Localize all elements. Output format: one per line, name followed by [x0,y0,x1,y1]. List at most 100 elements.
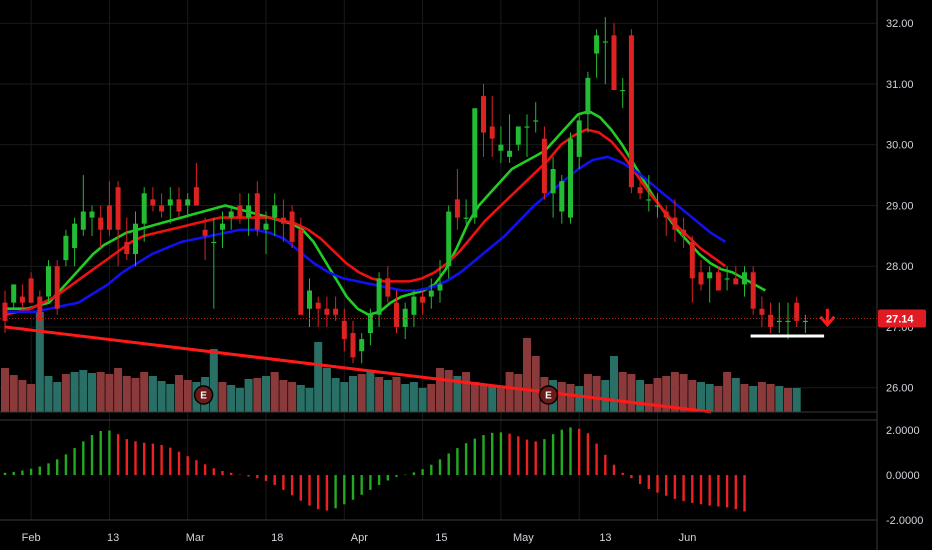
candle-body [159,205,165,212]
candle [585,71,591,133]
volume-bar [453,376,462,412]
last-price-marker: 27.14 [0,309,926,328]
candle-body [472,108,478,218]
time-axis[interactable]: Feb 13 Mar 18 Apr 15 May 13 Jun [22,532,697,544]
price-tick-label: 31.00 [886,79,914,91]
down-arrow-icon [819,308,836,328]
candle [263,211,269,255]
earnings-label: E [200,391,207,402]
candle [402,302,408,340]
volume-bar [557,382,566,412]
candle [776,302,782,334]
volume-bar [340,382,349,412]
candle-body [759,308,765,315]
time-tick-label: Jun [679,532,697,544]
candle [98,205,104,248]
volume-bars [1,312,801,412]
candle-body [141,193,147,224]
candle [472,108,478,224]
last-price-label: 27.14 [886,313,914,325]
volume-bar [1,368,9,412]
candle [481,83,486,157]
candle [376,272,382,327]
candle-body [298,229,304,315]
oscillator-tick-label: 0.0000 [886,470,920,482]
candle [289,205,295,248]
candle-body [628,35,634,188]
candle [106,181,112,236]
candle [463,199,469,224]
volume-bar [183,380,192,412]
grid-lines [0,0,877,520]
candle-body [794,302,800,321]
candle-body [37,296,43,321]
candle-body [550,168,556,194]
candle [750,266,756,315]
volume-bar [235,388,244,412]
chart-annotations [4,308,836,414]
volume-bar [288,382,297,412]
volume-bar [79,370,88,412]
candle [350,320,356,364]
candle [428,278,434,309]
time-tick-label: 13 [107,532,119,544]
candle [594,29,600,78]
trendline [4,325,712,414]
candle [681,217,687,248]
volume-bar [505,372,514,412]
volume-bar [218,382,227,412]
candle-body [263,223,269,230]
candle [63,229,69,267]
candle [159,193,165,218]
oscillator-axis[interactable]: 2.0000 0.0000 -2.0000 [886,425,923,527]
candle [724,266,730,291]
volume-bar [523,338,531,412]
price-tick-label: 29.00 [886,200,914,212]
price-tick-label: 32.00 [886,18,914,30]
candle-body [237,205,243,218]
volume-bar [749,386,758,412]
volume-bar [618,372,627,412]
down-arrow-head [819,315,836,328]
earnings-label: E [545,391,552,402]
candle [655,193,660,218]
volume-bar [679,374,688,412]
candle [167,187,173,224]
candle [498,126,504,163]
volume-bar [731,378,740,412]
candle [193,162,199,206]
candle-body [681,229,687,236]
candle [298,217,304,315]
oscillator-tick-label: 2.0000 [886,425,920,437]
candle-body [594,35,600,54]
volume-bar [35,312,44,412]
volume-bar [148,376,157,412]
volume-bar [670,372,679,412]
candle [715,266,721,291]
candle [150,187,156,212]
volume-bar [296,385,305,412]
candle [611,23,617,91]
volume-bar [53,382,62,412]
candle-body [568,138,573,218]
last-price-flag [878,309,926,328]
candle [394,290,399,334]
candle-body [19,296,25,303]
candle-body [228,211,234,218]
candle [237,193,243,224]
candle [742,266,747,297]
candle-body [524,126,530,128]
oscillator-bars [3,427,746,512]
candle [541,126,547,200]
candle-body [324,308,330,315]
candle [228,205,234,230]
volume-bar [366,372,375,412]
volume-bar [705,384,714,412]
candle [689,235,695,303]
moving-average-line [5,155,727,314]
volume-bar [105,374,114,412]
volume-bar [627,374,636,412]
candle [646,175,652,212]
